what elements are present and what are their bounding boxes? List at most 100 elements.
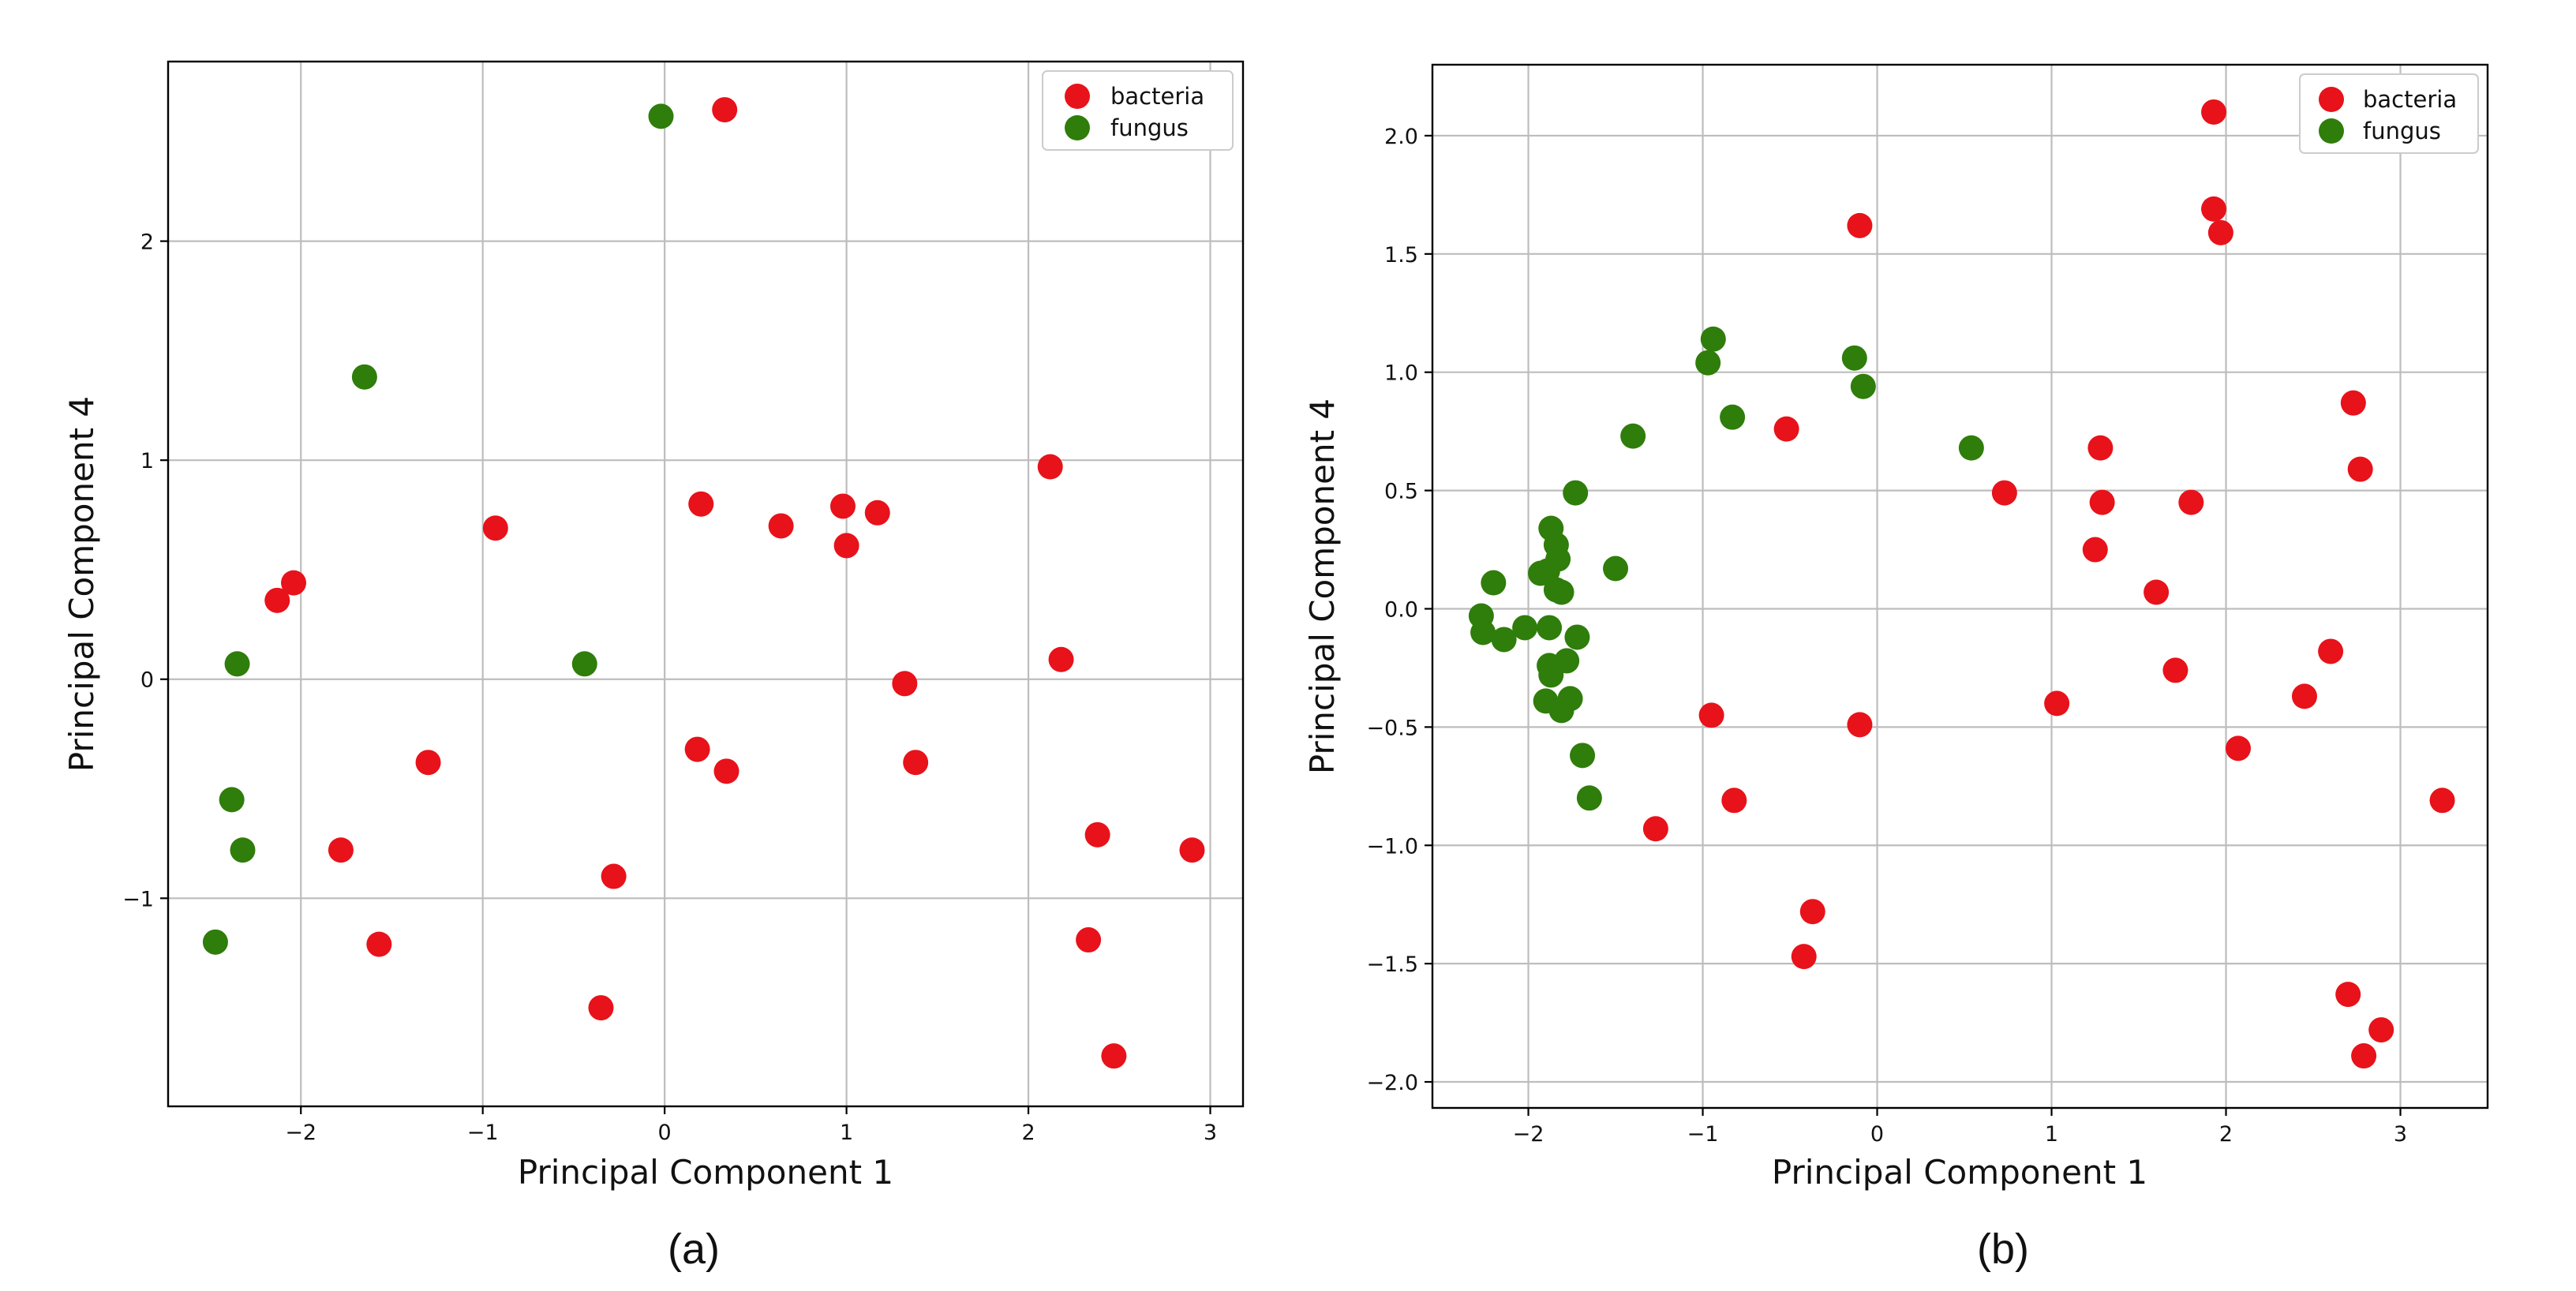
fungus-point xyxy=(1603,556,1629,582)
bacteria-point xyxy=(713,758,739,784)
legend-fungus-label: fungus xyxy=(1110,114,1189,141)
fungus-point xyxy=(230,837,256,863)
bacteria-point xyxy=(1084,821,1110,848)
bacteria-point xyxy=(2201,99,2227,125)
bacteria-point xyxy=(1847,712,1873,738)
data-points xyxy=(1468,99,2455,1069)
bacteria-point xyxy=(2087,435,2114,461)
bacteria-point xyxy=(712,97,738,123)
legend-box xyxy=(2299,73,2479,154)
bacteria-point xyxy=(281,570,307,596)
y-tick-label: −2.0 xyxy=(1366,1071,1418,1095)
bacteria-point xyxy=(328,837,354,863)
y-tick-label: −1 xyxy=(122,887,154,911)
bacteria-point xyxy=(2351,1043,2377,1069)
fungus-point xyxy=(1958,435,1984,461)
bacteria-point xyxy=(829,493,856,519)
x-tick-label: 3 xyxy=(1204,1121,1217,1145)
x-axis-label: Principal Component 1 xyxy=(1772,1153,2147,1192)
grid-lines xyxy=(1432,65,2488,1108)
bacteria-point xyxy=(2368,1017,2394,1043)
bacteria-point xyxy=(1698,702,1724,728)
x-tick-label: 3 xyxy=(2394,1122,2407,1147)
bacteria-point xyxy=(2178,489,2204,515)
panel-a: −2 −1 0 1 2 3 −1 0 1 2 Principal Component 1 Pri… xyxy=(62,60,1245,1273)
fungus-point xyxy=(1576,785,1602,811)
fungus-point xyxy=(1512,615,1538,641)
x-axis-label: Principal Component 1 xyxy=(518,1153,893,1192)
bacteria-point xyxy=(833,533,859,559)
bacteria-point xyxy=(601,863,627,889)
fungus-point xyxy=(1470,619,1496,646)
y-tick-label: 0 xyxy=(140,668,154,693)
bacteria-point xyxy=(1642,816,1668,842)
fungus-point xyxy=(351,364,377,390)
panel-caption: (b) xyxy=(1977,1226,2029,1273)
bacteria-point xyxy=(1037,454,1063,480)
fungus-point xyxy=(1564,624,1590,650)
y-axis-ticks: −2.0 −1.5 −1.0 −0.5 0.0 0.5 1.0 1.5 2.0 xyxy=(1366,125,1432,1095)
bacteria-point xyxy=(864,500,890,526)
bacteria-point xyxy=(2335,982,2361,1008)
bacteria-point xyxy=(1791,944,1817,970)
bacteria-point xyxy=(1179,837,1205,863)
y-tick-label: −1.5 xyxy=(1366,952,1418,977)
y-axis-ticks: −1 0 1 2 xyxy=(122,230,168,911)
fungus-point xyxy=(1620,423,1646,449)
fungus-point xyxy=(1548,698,1574,724)
y-tick-label: 1.0 xyxy=(1384,361,1418,386)
bacteria-point xyxy=(482,515,508,541)
bacteria-point xyxy=(892,671,918,697)
bacteria-point xyxy=(768,513,794,539)
bacteria-point xyxy=(1847,212,1873,238)
bacteria-point xyxy=(903,750,929,776)
x-tick-label: 0 xyxy=(1870,1122,1884,1147)
fungus-point xyxy=(1548,579,1574,605)
grid-lines xyxy=(168,62,1243,1106)
y-axis-label: Principal Component 4 xyxy=(62,396,101,772)
fungus-point xyxy=(1850,373,1876,399)
legend-bacteria-marker xyxy=(2319,87,2344,112)
bacteria-point xyxy=(2340,390,2366,416)
y-tick-label: 1.5 xyxy=(1384,243,1418,268)
bacteria-point xyxy=(1799,899,1825,925)
bacteria-point xyxy=(2291,683,2317,709)
bacteria-point xyxy=(2144,579,2170,605)
y-tick-label: 2 xyxy=(140,230,154,255)
x-tick-label: −2 xyxy=(1513,1122,1544,1147)
bacteria-point xyxy=(588,995,614,1021)
fungus-point xyxy=(1537,615,1563,641)
fungus-point xyxy=(1528,560,1554,586)
legend: bacteria fungus xyxy=(1042,70,1234,151)
fungus-point xyxy=(219,787,245,813)
bacteria-point xyxy=(684,736,710,762)
x-tick-label: −2 xyxy=(285,1121,316,1145)
x-axis-ticks: −2 −1 0 1 2 3 xyxy=(1513,1108,2407,1147)
x-tick-label: 0 xyxy=(658,1121,672,1145)
x-tick-label: −1 xyxy=(467,1121,499,1145)
bacteria-point xyxy=(2429,788,2455,814)
bacteria-point xyxy=(2162,657,2188,683)
legend: bacteria fungus xyxy=(2299,73,2479,154)
fungus-point xyxy=(571,651,597,677)
plot-frame xyxy=(167,60,1245,1108)
bacteria-point xyxy=(2347,456,2373,482)
legend-bacteria-label: bacteria xyxy=(1110,83,1204,110)
bacteria-point xyxy=(2225,735,2251,762)
bacteria-point xyxy=(2044,690,2070,717)
legend-bacteria-marker xyxy=(1065,84,1090,109)
legend-fungus-label: fungus xyxy=(2363,118,2441,144)
bacteria-point xyxy=(1721,788,1747,814)
plot-frame xyxy=(1431,63,2489,1110)
bacteria-point xyxy=(1101,1043,1127,1069)
x-tick-label: 1 xyxy=(840,1121,853,1145)
fungus-point xyxy=(1554,648,1580,674)
legend-box xyxy=(1042,70,1234,151)
bacteria-point xyxy=(1048,646,1074,672)
bacteria-point xyxy=(415,750,441,776)
y-tick-label: 1 xyxy=(140,449,154,473)
fungus-point xyxy=(1841,345,1867,371)
fungus-point xyxy=(648,103,674,129)
y-tick-label: 0.5 xyxy=(1384,480,1418,504)
bacteria-point xyxy=(688,491,714,517)
